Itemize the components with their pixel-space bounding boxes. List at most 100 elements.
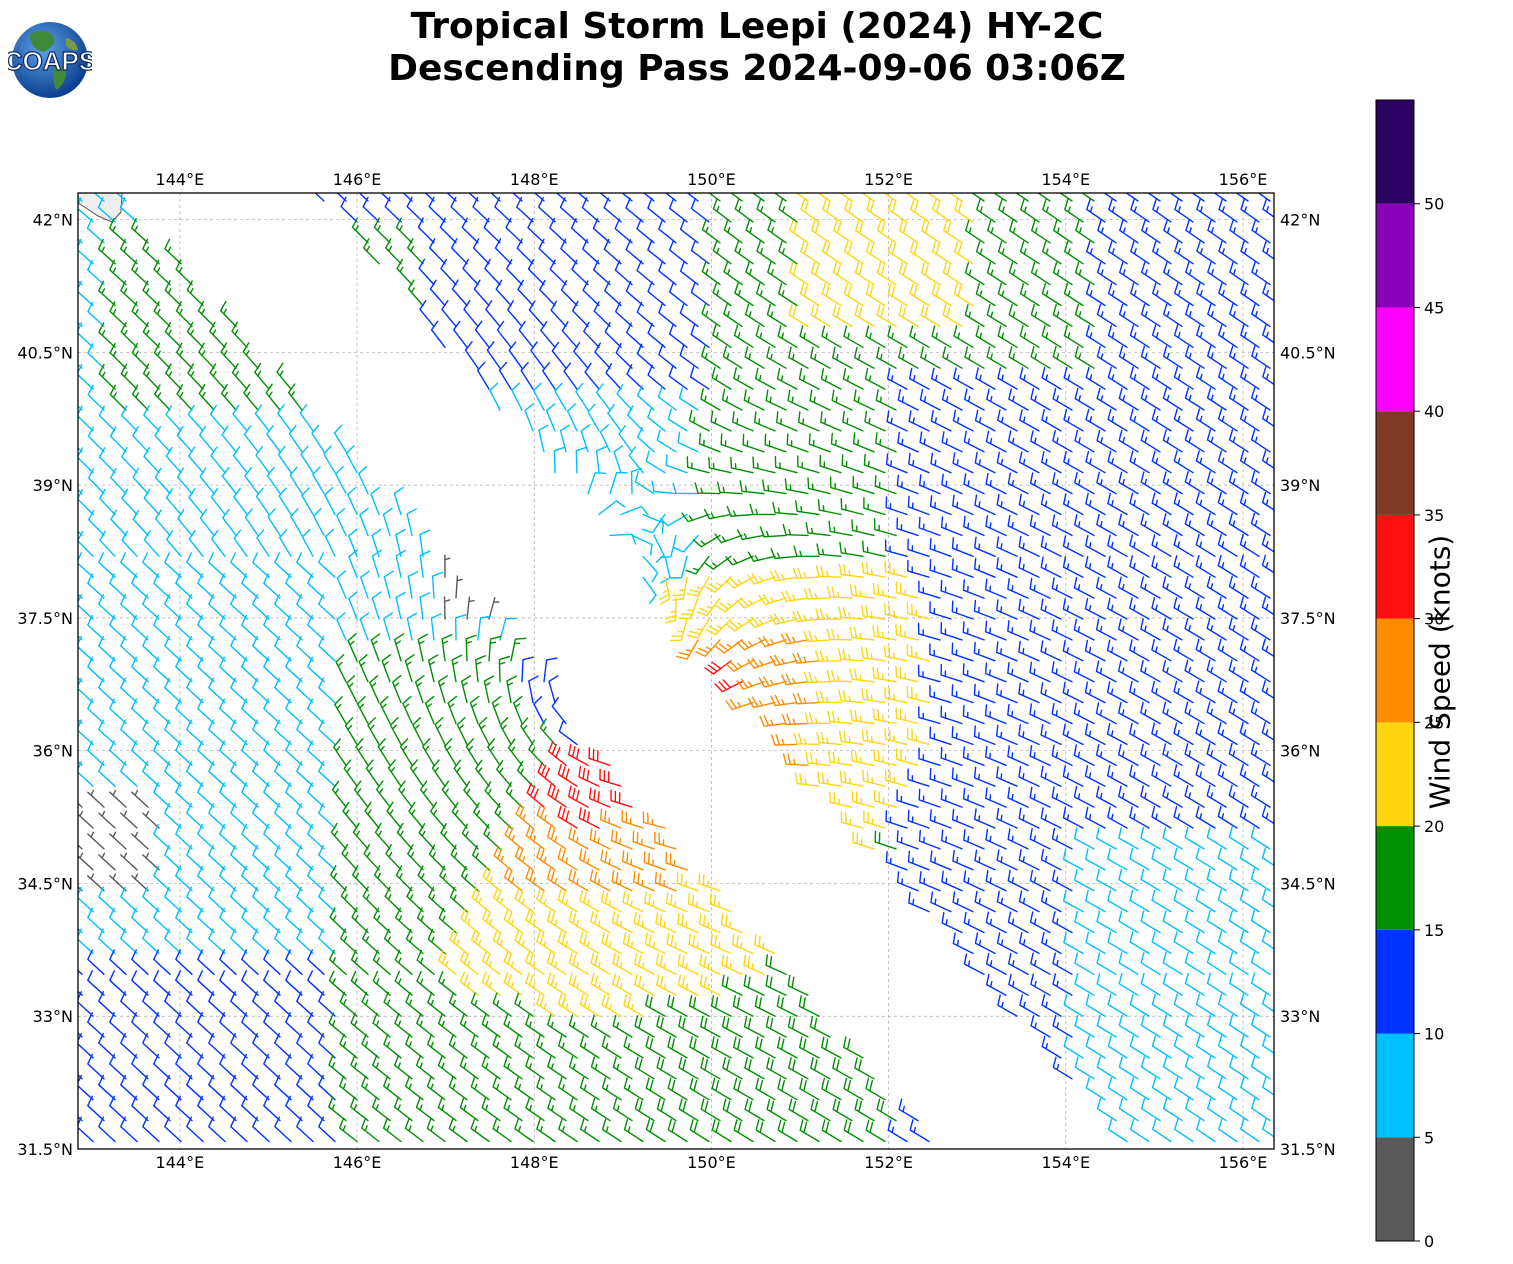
wind-barb: [462, 258, 479, 286]
wind-barb: [1129, 492, 1150, 516]
wind-barb: [164, 677, 182, 704]
wind-barb: [274, 594, 292, 620]
wind-barb: [786, 433, 809, 453]
wind-barb: [821, 325, 842, 348]
wind-barb: [1074, 345, 1095, 369]
wind-barb: [453, 759, 468, 787]
wind-barb: [644, 932, 666, 955]
wind-barb: [164, 886, 182, 913]
wind-barb: [1195, 492, 1216, 516]
wind-barb: [1151, 680, 1172, 704]
wind-barb: [722, 345, 743, 369]
wind-barb: [964, 262, 985, 286]
wind-barb: [921, 219, 941, 244]
wind-barb: [839, 541, 864, 557]
wind-barb: [634, 471, 655, 495]
wind-barb: [545, 403, 556, 432]
wind-barb: [232, 446, 248, 474]
wind-barb: [1118, 702, 1139, 725]
wind-barb: [929, 809, 952, 829]
wind-barb: [451, 654, 463, 683]
wind-barb: [175, 1095, 193, 1122]
wind-barb: [175, 1012, 193, 1038]
wind-barb: [406, 508, 417, 537]
wind-barb: [285, 823, 303, 850]
wind-barb: [1140, 868, 1161, 892]
wind-barb: [98, 594, 116, 620]
wind-barb: [1019, 367, 1040, 390]
wind-barb: [525, 825, 545, 850]
wind-barb: [997, 282, 1018, 307]
wind-barb: [230, 1074, 248, 1101]
wind-barb: [631, 534, 653, 556]
wind-barb: [230, 991, 248, 1017]
wind-barb: [1261, 721, 1274, 741]
wind-barb: [1118, 952, 1139, 975]
wind-barb: [711, 1036, 732, 1059]
wind-barb: [816, 543, 842, 557]
wind-barb: [409, 759, 424, 787]
wind-barb: [78, 196, 83, 202]
wind-barb: [1063, 890, 1084, 913]
wind-barb: [230, 719, 248, 746]
wind-barb: [557, 763, 578, 787]
wind-barb: [374, 822, 391, 850]
lat-tick-label-left: 42°N: [33, 211, 73, 230]
wind-barb: [579, 993, 600, 1017]
wind-barb: [863, 497, 886, 516]
wind-barb: [307, 698, 325, 725]
wind-barb: [612, 952, 633, 975]
wind-barb: [851, 790, 875, 808]
wind-barb: [285, 907, 303, 934]
wind-barb: [744, 303, 765, 328]
wind-barb: [634, 1098, 655, 1122]
wind-barb: [1029, 661, 1051, 683]
wind-barb: [1108, 198, 1128, 223]
wind-barb: [1008, 952, 1029, 975]
wind-barb: [1052, 303, 1073, 328]
wind-barb: [759, 526, 787, 538]
title-line-1: Tropical Storm Leepi (2024) HY-2C: [410, 6, 1104, 47]
wind-barb: [708, 456, 732, 474]
wind-barb: [1228, 429, 1249, 453]
wind-barb: [557, 993, 578, 1017]
wind-barb: [1085, 408, 1106, 432]
wind-barb: [300, 445, 314, 474]
wind-barb: [197, 573, 215, 599]
wind-barb: [1041, 994, 1062, 1017]
wind-barb: [756, 198, 776, 223]
wind-barb: [98, 677, 116, 704]
wind-barb: [417, 217, 435, 244]
wind-barb: [612, 1097, 633, 1122]
wind-barb: [1085, 282, 1106, 307]
wind-barb: [165, 405, 182, 432]
wind-barb: [951, 725, 974, 746]
wind-barb: [592, 218, 611, 244]
wind-barb: [1184, 659, 1205, 683]
wind-barb: [296, 719, 314, 746]
wind-barb: [781, 673, 809, 686]
wind-barb: [230, 928, 248, 955]
wind-barb: [778, 240, 798, 265]
wind-barb: [1251, 345, 1271, 369]
wind-barb: [590, 973, 611, 996]
wind-barb: [766, 346, 787, 369]
wind-barb: [356, 696, 369, 725]
wind-barb: [765, 954, 787, 975]
wind-barb: [1262, 366, 1274, 386]
wind-barb: [1129, 639, 1150, 662]
colorbar-tick-label: 30: [1424, 610, 1444, 629]
wind-barb: [628, 446, 644, 474]
wind-barb: [600, 890, 622, 913]
wind-barb: [643, 851, 666, 871]
wind-barb: [1140, 345, 1161, 369]
wind-barb: [472, 844, 490, 871]
wind-barb: [1228, 387, 1249, 411]
wind-barb: [1250, 429, 1271, 453]
wind-barb: [1195, 993, 1216, 1017]
wind-barb: [241, 907, 259, 934]
wind-barb: [1195, 1035, 1216, 1059]
wind-barb: [131, 301, 149, 328]
wind-barb: [886, 410, 908, 432]
wind-barb: [98, 761, 116, 787]
